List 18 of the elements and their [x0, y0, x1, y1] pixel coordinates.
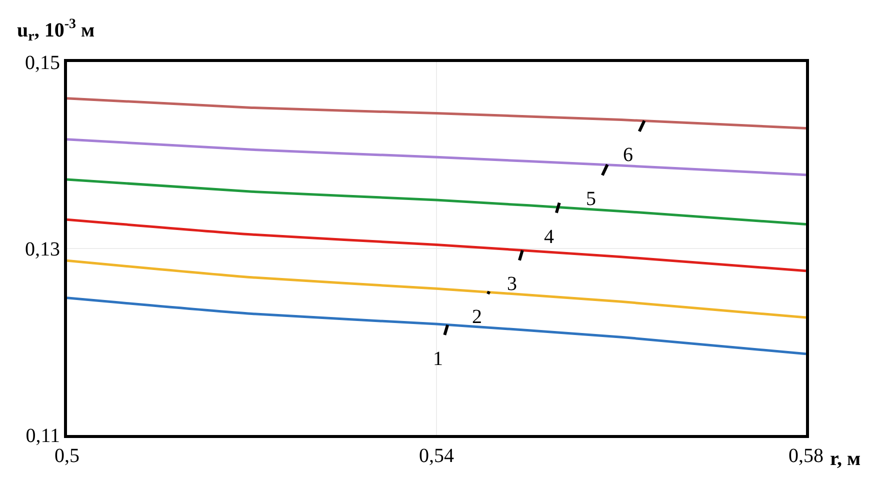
line-series	[67, 97, 806, 130]
line-series	[67, 138, 806, 176]
y-axis-title: u$_{r}$, 10$^{-3}$ м	[17, 17, 95, 45]
y-tick-label: 0,11	[26, 425, 60, 447]
x-tick-label: 0,54	[419, 445, 454, 467]
annotation: 1	[433, 348, 443, 370]
y-tick-label: 0,13	[25, 238, 60, 260]
annotation: 3	[507, 273, 517, 295]
line-series	[67, 218, 806, 272]
line-series	[67, 178, 806, 226]
annotation: 6	[623, 144, 633, 166]
annotation: 2	[472, 306, 482, 328]
x-tick-label: 0,5	[54, 445, 80, 467]
x-axis-title: r, м	[830, 448, 861, 470]
y-tick-label: 0,15	[25, 52, 60, 74]
annotation: 4	[544, 226, 554, 248]
x-tick-label: 0,58	[788, 445, 824, 467]
annotation: 5	[586, 188, 596, 210]
